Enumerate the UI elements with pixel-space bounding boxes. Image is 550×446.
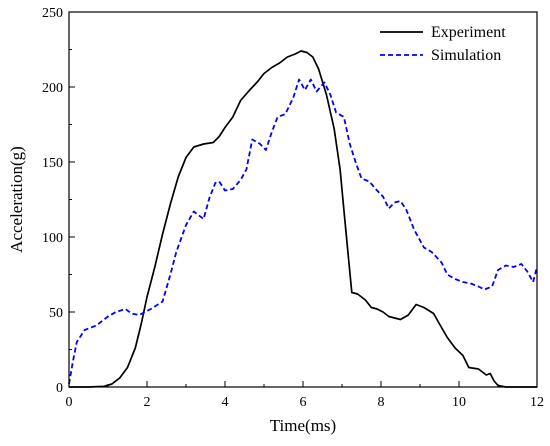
x-tick-label: 12 bbox=[530, 395, 544, 410]
x-tick-label: 0 bbox=[66, 395, 73, 410]
series-line-experiment bbox=[69, 50, 537, 388]
y-axis-ticks: 0 50 100 150 200 250 bbox=[42, 6, 75, 396]
y-tick-label: 250 bbox=[42, 6, 63, 21]
legend-label-experiment: Experiment bbox=[431, 24, 506, 41]
x-tick-label: 8 bbox=[378, 395, 385, 410]
series-line-simulation bbox=[68, 78, 538, 385]
series-layer bbox=[68, 50, 538, 388]
x-tick-label: 2 bbox=[144, 395, 151, 410]
y-tick-label: 0 bbox=[56, 381, 63, 396]
x-axis-ticks: 0 2 4 6 8 10 12 bbox=[66, 381, 544, 410]
y-tick-label: 200 bbox=[42, 81, 63, 96]
x-tick-label: 6 bbox=[300, 395, 307, 410]
legend: Experiment Simulation bbox=[380, 24, 506, 64]
y-tick-label: 100 bbox=[42, 231, 63, 246]
y-tick-label: 150 bbox=[42, 156, 63, 171]
y-axis-title: Acceleration(g) bbox=[7, 146, 26, 253]
x-tick-label: 4 bbox=[222, 395, 229, 410]
x-axis-title: Time(ms) bbox=[270, 416, 336, 435]
x-tick-label: 10 bbox=[452, 395, 466, 410]
y-tick-label: 50 bbox=[49, 306, 63, 321]
legend-label-simulation: Simulation bbox=[431, 47, 501, 64]
